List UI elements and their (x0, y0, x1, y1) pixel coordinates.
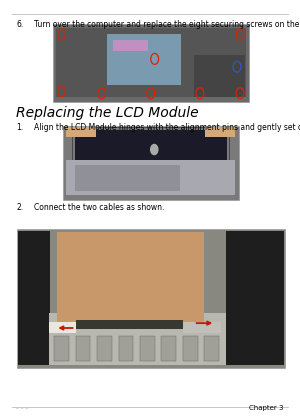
Bar (16, 229, 285, 368)
Bar (75, 130, 226, 166)
Bar (52, 24, 249, 102)
Bar (226, 231, 284, 365)
Bar (76, 336, 90, 361)
Bar (183, 322, 220, 333)
Text: 6.: 6. (16, 20, 24, 29)
Bar (63, 126, 239, 200)
Bar (106, 34, 181, 85)
Bar (206, 127, 236, 137)
Bar (56, 28, 246, 97)
Bar (205, 336, 219, 361)
Bar (97, 336, 112, 361)
Bar (72, 128, 230, 168)
Bar (194, 55, 245, 97)
Bar (66, 160, 236, 195)
Circle shape (151, 144, 158, 155)
Text: Replacing the LCD Module: Replacing the LCD Module (16, 106, 199, 120)
Text: Connect the two cables as shown.: Connect the two cables as shown. (34, 203, 165, 212)
Bar (75, 165, 180, 191)
Text: Turn over the computer and replace the eight securing screws on the bottom panel: Turn over the computer and replace the e… (34, 20, 300, 29)
Bar (49, 322, 76, 333)
Bar (76, 320, 183, 329)
Text: Align the LCD Module hinges with the alignment pins and gently set down.: Align the LCD Module hinges with the ali… (34, 123, 300, 131)
Text: Chapter 3: Chapter 3 (249, 405, 284, 411)
Bar (118, 336, 133, 361)
Bar (140, 336, 155, 361)
Bar (183, 336, 198, 361)
Bar (57, 232, 205, 326)
Bar (161, 336, 176, 361)
Text: - - -: - - - (16, 405, 28, 411)
Bar (54, 336, 69, 361)
Bar (66, 127, 96, 137)
Text: 1.: 1. (16, 123, 24, 131)
Bar (112, 39, 148, 51)
Bar (49, 313, 226, 365)
Bar (18, 231, 50, 365)
Text: 2.: 2. (16, 203, 24, 212)
